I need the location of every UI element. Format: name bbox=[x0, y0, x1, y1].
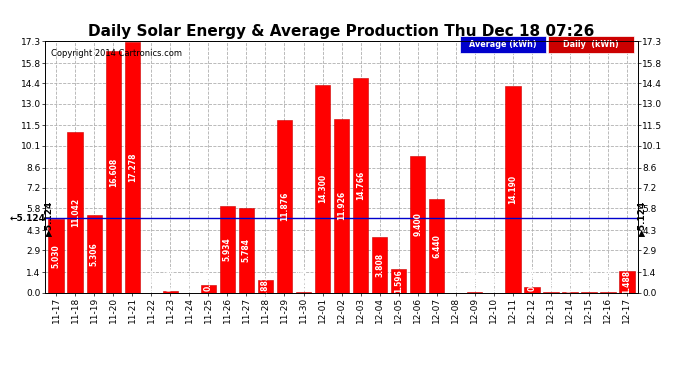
Text: 16.608: 16.608 bbox=[109, 157, 118, 186]
Text: ▶5.124: ▶5.124 bbox=[45, 200, 54, 236]
Text: 3.808: 3.808 bbox=[375, 253, 384, 277]
Bar bbox=[429, 199, 444, 292]
Text: 1.596: 1.596 bbox=[394, 269, 403, 293]
Text: Average (kWh): Average (kWh) bbox=[469, 40, 537, 49]
Bar bbox=[257, 280, 273, 292]
Text: 0.124: 0.124 bbox=[166, 268, 175, 291]
Text: 14.300: 14.300 bbox=[318, 174, 327, 203]
Bar bbox=[410, 156, 426, 292]
Bar bbox=[68, 132, 83, 292]
Text: 0.882: 0.882 bbox=[261, 274, 270, 298]
Text: 0.000: 0.000 bbox=[185, 268, 194, 292]
Text: 0.032: 0.032 bbox=[299, 268, 308, 291]
Bar bbox=[106, 51, 121, 292]
Bar bbox=[334, 119, 349, 292]
Text: 5.934: 5.934 bbox=[223, 237, 232, 261]
Text: 11.926: 11.926 bbox=[337, 191, 346, 220]
Text: 5.306: 5.306 bbox=[90, 242, 99, 266]
FancyBboxPatch shape bbox=[460, 36, 546, 52]
Text: 14.766: 14.766 bbox=[356, 171, 365, 200]
Bar bbox=[124, 42, 140, 292]
Bar bbox=[619, 271, 635, 292]
Text: Daily  (kWh): Daily (kWh) bbox=[563, 40, 619, 49]
Text: 11.042: 11.042 bbox=[71, 198, 80, 227]
FancyBboxPatch shape bbox=[548, 36, 634, 52]
Bar bbox=[505, 86, 520, 292]
Text: 0.018: 0.018 bbox=[584, 267, 593, 291]
Bar bbox=[277, 120, 293, 292]
Text: Copyright 2014 Cartronics.com: Copyright 2014 Cartronics.com bbox=[51, 49, 181, 58]
Bar bbox=[219, 206, 235, 292]
Text: ←5.124: ←5.124 bbox=[9, 214, 46, 223]
Bar bbox=[201, 285, 216, 292]
Text: 5.784: 5.784 bbox=[242, 238, 251, 262]
Text: 14.190: 14.190 bbox=[509, 175, 518, 204]
Text: 0.544: 0.544 bbox=[204, 268, 213, 291]
Text: 0.046: 0.046 bbox=[470, 268, 479, 291]
Text: 5.030: 5.030 bbox=[52, 244, 61, 268]
Text: 0.000: 0.000 bbox=[451, 268, 460, 292]
Bar bbox=[315, 85, 331, 292]
Text: 0.000: 0.000 bbox=[489, 268, 498, 292]
Bar bbox=[163, 291, 178, 292]
Text: 17.278: 17.278 bbox=[128, 152, 137, 182]
Text: 11.876: 11.876 bbox=[280, 192, 289, 221]
Title: Daily Solar Energy & Average Production Thu Dec 18 07:26: Daily Solar Energy & Average Production … bbox=[88, 24, 595, 39]
Bar bbox=[353, 78, 368, 292]
Bar bbox=[372, 237, 387, 292]
Bar bbox=[524, 287, 540, 292]
Text: 0.012: 0.012 bbox=[546, 268, 555, 291]
Text: 9.400: 9.400 bbox=[413, 212, 422, 236]
Text: 0.000: 0.000 bbox=[147, 268, 156, 292]
Bar bbox=[48, 219, 64, 292]
Text: 0.034: 0.034 bbox=[603, 268, 612, 291]
Text: 1.488: 1.488 bbox=[622, 270, 631, 294]
Text: 0.006: 0.006 bbox=[565, 268, 574, 292]
Text: ▶5.124: ▶5.124 bbox=[638, 200, 647, 236]
Bar bbox=[391, 269, 406, 292]
Text: 6.440: 6.440 bbox=[432, 234, 441, 258]
Text: 0.364: 0.364 bbox=[527, 268, 536, 291]
Bar bbox=[239, 209, 254, 292]
Bar bbox=[86, 216, 102, 292]
